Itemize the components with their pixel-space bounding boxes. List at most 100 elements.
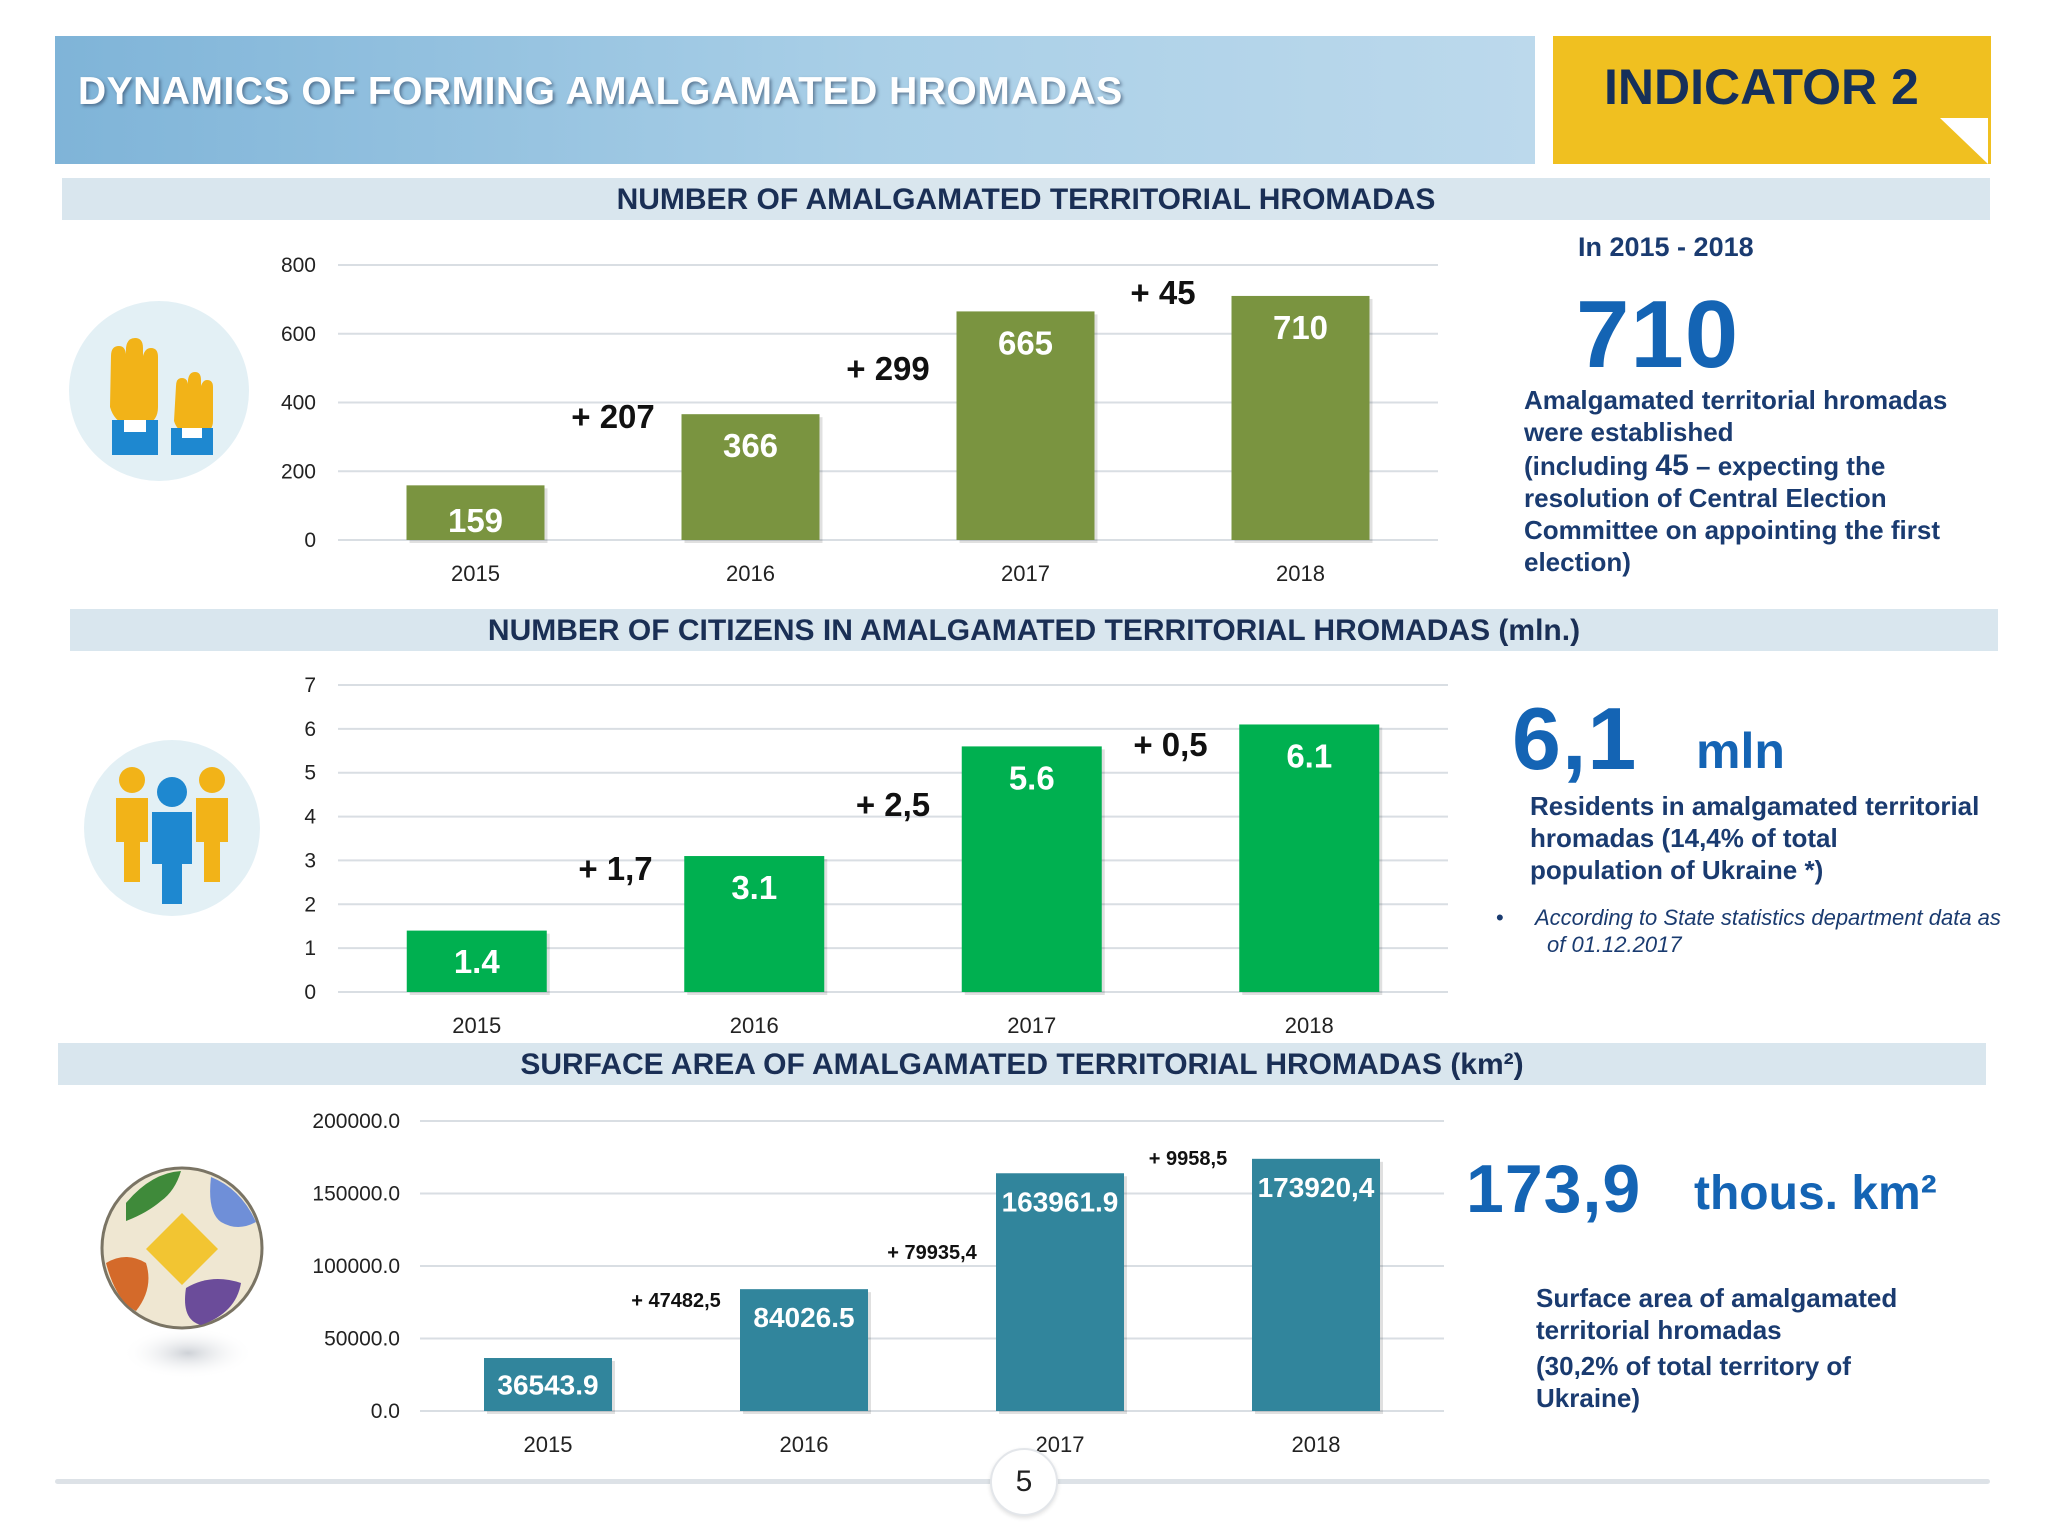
bar-value-label: 84026.5 [753,1302,854,1333]
y-tick-label: 1 [304,937,316,960]
hromadas-desc: Amalgamated territorial hromadas were es… [1524,384,1947,578]
increment-label: + 2,5 [856,786,930,823]
x-tick-label: 2018 [1285,1013,1334,1038]
bar [1239,724,1380,992]
bar-value-label: 366 [723,427,778,464]
hromadas-note-line: resolution of Central Election [1524,483,1887,513]
area-note-line: (30,2% of total territory of [1536,1351,1851,1381]
x-tick-label: 2016 [780,1432,829,1457]
hromadas-desc-line: Amalgamated territorial hromadas [1524,385,1948,415]
section-band-area [58,1043,1986,1085]
x-tick-label: 2017 [1007,1013,1056,1038]
people-group-icon [82,738,262,923]
y-tick-label: 0.0 [371,1400,400,1423]
y-tick-label: 5 [304,762,316,785]
increment-label: + 9958,5 [1149,1148,1227,1170]
globe-puzzle-icon [96,1163,268,1398]
x-tick-label: 2017 [1036,1432,1085,1457]
bar-value-label: 173920,4 [1258,1172,1375,1203]
period-label: In 2015 - 2018 [1578,232,1754,262]
y-tick-label: 150000.0 [312,1183,400,1206]
y-tick-label: 100000.0 [312,1255,400,1278]
y-tick-label: 2 [304,893,316,916]
bar [406,485,545,540]
x-tick-label: 2015 [451,561,500,586]
x-tick-label: 2018 [1292,1432,1341,1457]
header-banner [55,36,1535,164]
page-title: DYNAMICS OF FORMING AMALGAMATED HROMADAS [78,70,1123,113]
section-title-hromadas: NUMBER OF AMALGAMATED TERRITORIAL HROMAD… [616,183,1436,216]
x-tick-label: 2016 [726,561,775,586]
citizens-unit: mln [1696,723,1785,779]
note-line: of 01.12.2017 [1547,932,1682,957]
hromadas-total: 710 [1576,281,1740,388]
x-tick-label: 2015 [452,1013,501,1038]
increment-label: + 47482,5 [631,1290,721,1312]
pending-count: 45 [1655,449,1689,482]
citizens-desc-line: Residents in amalgamated territorial [1530,791,1980,821]
bar-value-label: 163961.9 [1002,1186,1119,1217]
bar-value-label: 1.4 [454,943,501,980]
bar [740,1289,868,1411]
bullet-mark: • [1496,905,1504,930]
increment-label: + 0,5 [1133,726,1207,763]
y-tick-label: 200000.0 [312,1110,400,1133]
citizens-desc-line: hromadas (14,4% of total [1530,823,1838,853]
y-tick-label: 6 [304,718,316,741]
increment-label: + 79935,4 [887,1242,977,1264]
increment-label: + 1,7 [578,850,652,887]
section-band-citizens [70,609,1998,651]
citizens-source-note: According to State statistics department… [1535,904,2001,958]
y-tick-label: 600 [281,323,316,346]
y-tick-label: 200 [281,460,316,483]
citizens-total: 6,1 [1512,689,1638,788]
bar-value-label: 5.6 [1009,759,1055,796]
raised-hands-icon [66,298,252,489]
increment-label: + 207 [571,398,655,435]
bar-value-label: 710 [1273,309,1328,346]
bar [996,1173,1124,1411]
y-tick-label: 4 [304,806,316,829]
x-tick-label: 2017 [1001,561,1050,586]
x-tick-label: 2018 [1276,561,1325,586]
hromadas-note-line: Committee on appointing the first [1524,515,1940,545]
x-tick-label: 2016 [730,1013,779,1038]
bar [484,1358,612,1411]
hromadas-note-part: – expecting the [1688,451,1886,481]
y-tick-label: 800 [281,254,316,277]
section-title-area: SURFACE AREA OF AMALGAMATED TERRITORIAL … [520,1048,1524,1081]
bar [961,746,1102,992]
area-unit: thous. km² [1694,1167,1937,1220]
area-desc: Surface area of amalgamated territorial … [1536,1282,1897,1414]
citizens-desc: Residents in amalgamated territorial hro… [1530,790,1979,886]
bar-value-label: 6.1 [1286,737,1332,774]
y-tick-label: 0 [304,981,316,1004]
bar-value-label: 665 [998,324,1053,361]
hromadas-note-line: (including 45 – expecting the [1524,450,1947,482]
y-tick-label: 3 [304,849,316,872]
bar-value-label: 3.1 [731,869,777,906]
bar [1252,1158,1380,1411]
bar-value-label: 159 [448,502,503,539]
citizens-desc-line: population of Ukraine *) [1530,855,1824,885]
bar [406,930,547,992]
hromadas-note-part: (including [1524,451,1656,481]
y-tick-label: 400 [281,392,316,415]
page-number: 5 [990,1448,1058,1516]
area-total: 173,9 [1466,1151,1642,1227]
increment-label: + 45 [1130,274,1195,311]
bar [1231,295,1370,540]
x-tick-label: 2015 [524,1432,573,1457]
bar [681,414,820,540]
y-tick-label: 50000.0 [324,1328,400,1351]
bar [684,856,825,992]
area-desc-line: territorial hromadas [1536,1315,1782,1345]
indicator-fold-corner [1940,118,1988,164]
bar [956,311,1095,540]
increment-label: + 299 [846,350,930,387]
hromadas-note-line: election) [1524,547,1631,577]
section-band-hromadas [62,178,1990,220]
note-line: According to State statistics department… [1535,905,2001,930]
y-tick-label: 7 [304,674,316,697]
